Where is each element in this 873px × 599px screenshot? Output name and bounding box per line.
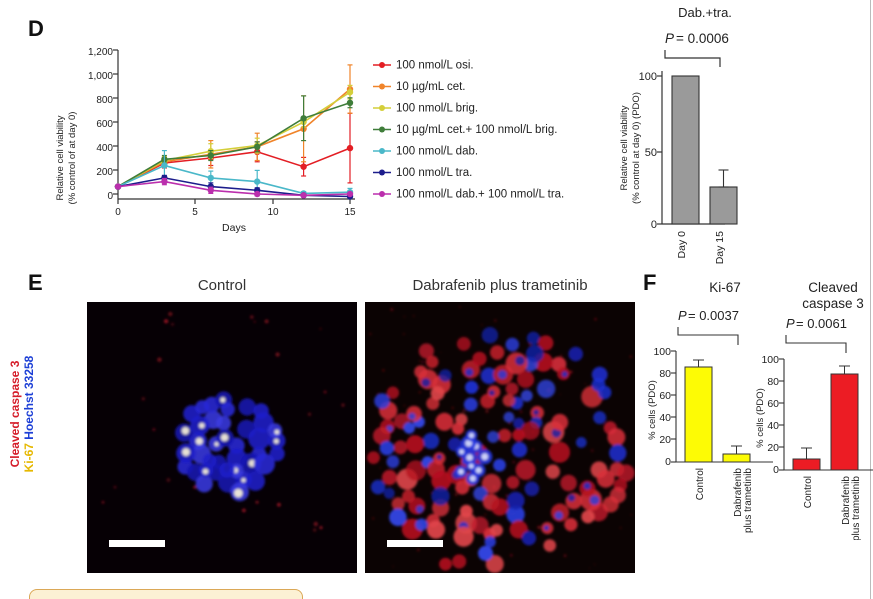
svg-text:10: 10 bbox=[267, 207, 279, 218]
svg-text:15: 15 bbox=[344, 207, 356, 218]
svg-text:80: 80 bbox=[767, 376, 779, 388]
svg-text:Relative cell viability: Relative cell viability bbox=[619, 105, 630, 190]
svg-text:= 0.0061: = 0.0061 bbox=[796, 316, 847, 331]
svg-text:100 nmol/L dab.: 100 nmol/L dab. bbox=[396, 146, 478, 158]
svg-text:800: 800 bbox=[96, 95, 113, 106]
svg-text:P: P bbox=[786, 316, 795, 331]
svg-text:200: 200 bbox=[96, 167, 113, 178]
svg-text:0: 0 bbox=[115, 207, 121, 218]
svg-text:0: 0 bbox=[107, 191, 113, 202]
svg-text:0: 0 bbox=[665, 456, 671, 468]
svg-text:0: 0 bbox=[773, 464, 779, 476]
svg-text:20: 20 bbox=[659, 434, 671, 446]
svg-text:100: 100 bbox=[639, 71, 657, 83]
svg-text:Days: Days bbox=[222, 222, 246, 234]
svg-text:100 nmol/L osi.: 100 nmol/L osi. bbox=[396, 60, 474, 72]
svg-text:600: 600 bbox=[96, 119, 113, 130]
svg-text:(% control of at day 0): (% control of at day 0) bbox=[67, 112, 78, 205]
svg-text:100: 100 bbox=[653, 346, 671, 358]
svg-text:400: 400 bbox=[96, 143, 113, 154]
svg-text:Control: Control bbox=[695, 468, 706, 500]
svg-text:Day 15: Day 15 bbox=[714, 231, 726, 264]
svg-text:40: 40 bbox=[767, 420, 779, 432]
svg-text:100 nmol/L dab.+ 100 nmol/L tr: 100 nmol/L dab.+ 100 nmol/L tra. bbox=[396, 189, 564, 201]
svg-text:50: 50 bbox=[645, 147, 657, 159]
svg-text:1,200: 1,200 bbox=[88, 47, 113, 58]
svg-text:Relative cell viability: Relative cell viability bbox=[55, 115, 66, 200]
svg-text:plus trametinib: plus trametinib bbox=[851, 476, 862, 540]
svg-text:10 µg/mL cet.: 10 µg/mL cet. bbox=[396, 81, 465, 93]
svg-text:20: 20 bbox=[767, 442, 779, 454]
svg-text:Day 0: Day 0 bbox=[676, 231, 688, 259]
svg-text:% cells (PDO): % cells (PDO) bbox=[647, 380, 658, 440]
svg-text:100 nmol/L tra.: 100 nmol/L tra. bbox=[396, 167, 472, 179]
svg-text:Ki-67: Ki-67 bbox=[709, 280, 741, 295]
svg-text:80: 80 bbox=[659, 368, 671, 380]
svg-text:0: 0 bbox=[651, 219, 657, 231]
svg-text:5: 5 bbox=[192, 207, 198, 218]
svg-text:60: 60 bbox=[659, 390, 671, 402]
svg-text:100: 100 bbox=[761, 354, 779, 366]
svg-text:Cleaved: Cleaved bbox=[808, 280, 858, 295]
svg-text:P: P bbox=[665, 31, 674, 46]
svg-text:= 0.0037: = 0.0037 bbox=[688, 308, 739, 323]
svg-text:Dab.+tra.: Dab.+tra. bbox=[678, 5, 732, 20]
svg-text:1,000: 1,000 bbox=[88, 71, 113, 82]
svg-text:40: 40 bbox=[659, 412, 671, 424]
svg-text:% cells (PDO): % cells (PDO) bbox=[755, 388, 766, 448]
svg-text:10 µg/mL cet.+ 100 nmol/L brig: 10 µg/mL cet.+ 100 nmol/L brig. bbox=[396, 124, 557, 136]
svg-text:caspase 3: caspase 3 bbox=[802, 296, 864, 311]
svg-text:Control: Control bbox=[803, 476, 814, 508]
svg-text:= 0.0006: = 0.0006 bbox=[676, 31, 729, 46]
svg-text:P: P bbox=[678, 308, 687, 323]
svg-text:100 nmol/L brig.: 100 nmol/L brig. bbox=[396, 103, 478, 115]
svg-text:60: 60 bbox=[767, 398, 779, 410]
svg-text:(% control at day 0) (PDO): (% control at day 0) (PDO) bbox=[631, 92, 642, 204]
